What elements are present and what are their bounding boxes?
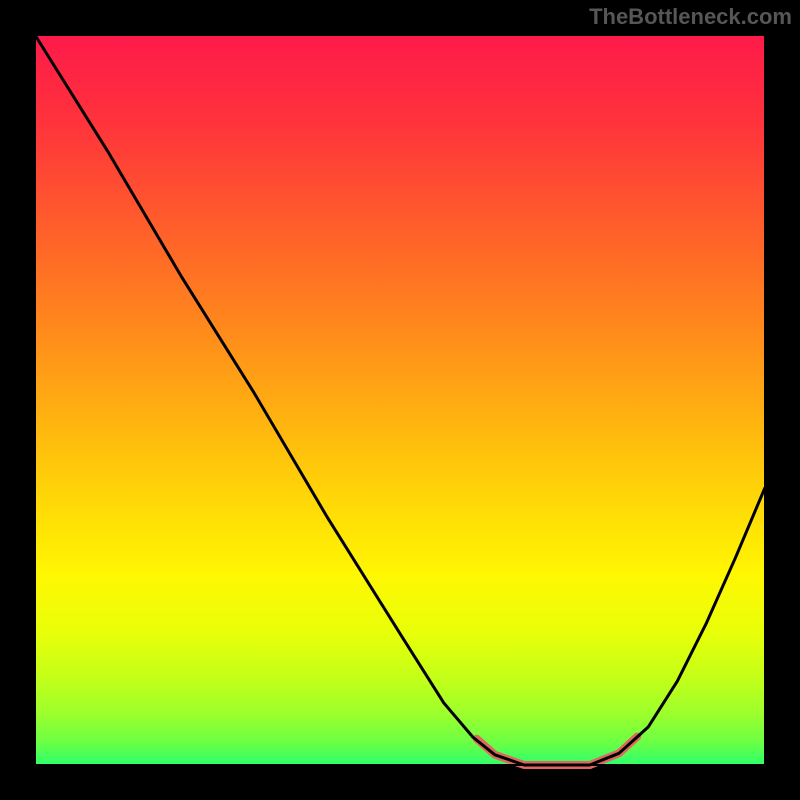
chart-container: TheBottleneck.com bbox=[0, 0, 800, 800]
bottleneck-curve-chart bbox=[0, 0, 800, 800]
watermark-text: TheBottleneck.com bbox=[589, 4, 792, 30]
plot-background bbox=[35, 35, 765, 765]
